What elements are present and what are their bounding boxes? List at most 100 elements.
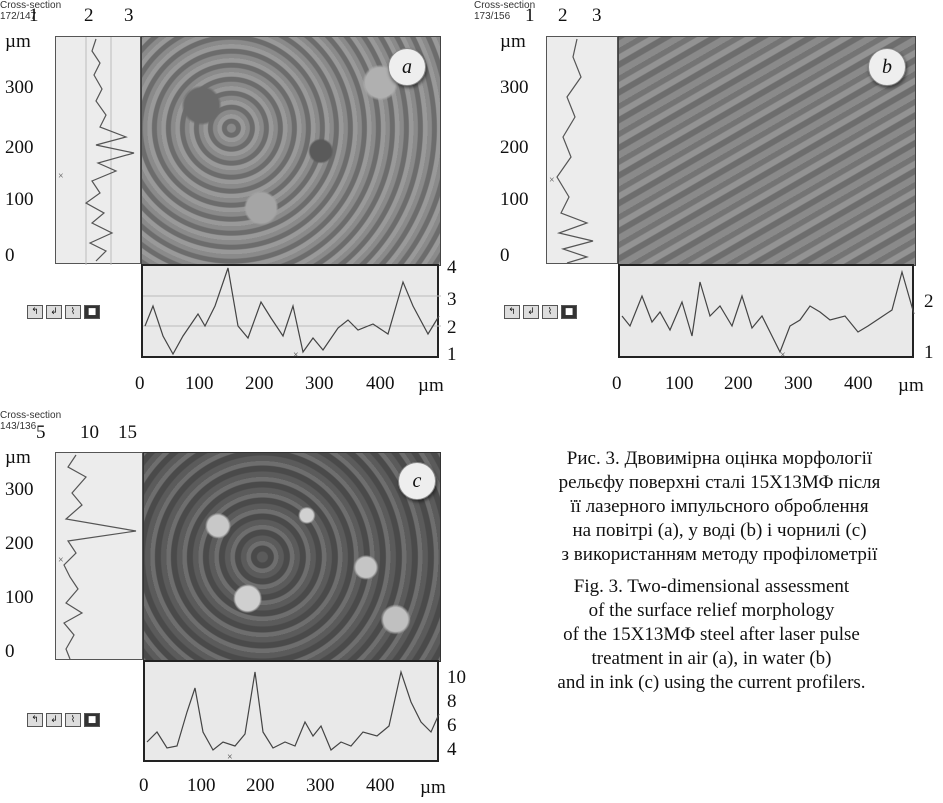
tool-button-1[interactable]: ↰ xyxy=(27,305,43,319)
y-tick-300: 300 xyxy=(5,479,34,500)
tool-button-2[interactable]: ↲ xyxy=(46,713,62,727)
caption-en-line-5: and in ink (c) using the current profile… xyxy=(557,672,866,693)
cross-section-label: Cross-section xyxy=(0,410,62,421)
top-scale-1: 1 xyxy=(29,5,39,26)
right-tick-2: 2 xyxy=(924,291,934,312)
x-tick-100: 100 xyxy=(665,373,694,394)
cross-section-value: 172/147 xyxy=(0,11,37,22)
top-scale-15: 15 xyxy=(118,422,137,443)
profile-toolbar: ↰ ↲ ⌇ ■ xyxy=(504,305,577,319)
top-scale-5: 5 xyxy=(36,422,46,443)
caption-en-line-4: treatment in air (a), in water (b) xyxy=(591,648,832,669)
cross-section-value: 143/136 xyxy=(0,421,37,432)
right-tick-4: 4 xyxy=(447,257,457,278)
x-tick-300: 300 xyxy=(784,373,813,394)
x-tick-400: 400 xyxy=(366,775,395,796)
tool-button-3[interactable]: ⌇ xyxy=(542,305,558,319)
top-scale-3: 3 xyxy=(124,5,134,26)
right-tick-4: 4 xyxy=(447,739,457,760)
tool-button-2[interactable]: ↲ xyxy=(523,305,539,319)
right-tick-1: 1 xyxy=(447,344,457,365)
tool-button-1[interactable]: ↰ xyxy=(504,305,520,319)
caption-english: Fig. 3. Two-dimensional assessment of th… xyxy=(480,575,943,695)
cross-section-label: Cross-section xyxy=(0,0,62,11)
x-tick-100: 100 xyxy=(185,373,214,394)
vertical-profile-plot: × xyxy=(549,38,594,264)
right-tick-6: 6 xyxy=(447,715,457,736)
svg-text:×: × xyxy=(227,752,233,763)
tool-button-3[interactable]: ⌇ xyxy=(65,305,81,319)
afm-image-b xyxy=(618,36,916,266)
cross-section-value: 173/156 xyxy=(474,11,511,22)
y-tick-0: 0 xyxy=(500,245,510,266)
panel-b: 1 2 3 µm 300 200 100 0 × b Cross-section… xyxy=(474,0,943,400)
right-tick-1: 1 xyxy=(924,342,934,363)
svg-text:×: × xyxy=(293,350,299,361)
caption-uk-line-1: Рис. 3. Двовимірна оцінка морфології xyxy=(566,448,873,469)
afm-image-c xyxy=(143,452,441,662)
vertical-profile-plot: × xyxy=(58,37,135,265)
y-unit: µm xyxy=(5,31,31,52)
caption-en-line-2: of the surface relief morphology xyxy=(588,600,835,621)
top-scale-2: 2 xyxy=(558,5,568,26)
panel-c: 5 10 15 µm 300 200 100 0 × c Cross-secti… xyxy=(0,410,470,803)
x-tick-400: 400 xyxy=(366,373,395,394)
top-scale-2: 2 xyxy=(84,5,94,26)
x-tick-0: 0 xyxy=(612,373,622,394)
tool-button-4[interactable]: ■ xyxy=(84,713,100,727)
panel-a: 1 2 3 µm 300 200 100 0 × a Cross-section… xyxy=(0,0,470,400)
y-tick-200: 200 xyxy=(500,137,529,158)
x-tick-0: 0 xyxy=(135,373,145,394)
x-unit: µm xyxy=(418,375,444,396)
vertical-profile-plot: × xyxy=(58,454,137,660)
y-unit: µm xyxy=(5,447,31,468)
x-tick-100: 100 xyxy=(187,775,216,796)
tool-button-3[interactable]: ⌇ xyxy=(65,713,81,727)
svg-text:×: × xyxy=(549,175,555,186)
y-tick-100: 100 xyxy=(5,189,34,210)
x-tick-300: 300 xyxy=(305,373,334,394)
top-scale-1: 1 xyxy=(525,5,535,26)
x-tick-300: 300 xyxy=(306,775,335,796)
svg-text:×: × xyxy=(58,171,64,182)
horizontal-profile: × xyxy=(143,660,440,763)
svg-text:×: × xyxy=(780,350,786,361)
y-tick-0: 0 xyxy=(5,245,15,266)
y-tick-300: 300 xyxy=(500,77,529,98)
vertical-profile: × xyxy=(55,452,143,660)
y-unit: µm xyxy=(500,31,526,52)
right-tick-10: 10 xyxy=(447,667,466,688)
horizontal-profile-plot: × xyxy=(143,267,441,361)
right-tick-2: 2 xyxy=(447,317,457,338)
vertical-profile: × xyxy=(55,36,141,265)
badge-c: c xyxy=(398,462,436,500)
y-tick-200: 200 xyxy=(5,533,34,554)
profile-toolbar: ↰ ↲ ⌇ ■ xyxy=(27,305,100,319)
y-tick-0: 0 xyxy=(5,641,15,662)
x-tick-0: 0 xyxy=(139,775,149,796)
tool-button-1[interactable]: ↰ xyxy=(27,713,43,727)
x-tick-400: 400 xyxy=(844,373,873,394)
y-tick-100: 100 xyxy=(5,587,34,608)
x-unit: µm xyxy=(898,375,924,396)
caption-en-line-1: Fig. 3. Two-dimensional assessment xyxy=(573,576,850,597)
caption-ukrainian: Рис. 3. Двовимірна оцінка морфології рел… xyxy=(496,447,943,567)
x-unit: µm xyxy=(420,777,446,798)
y-tick-300: 300 xyxy=(5,77,34,98)
tool-button-4[interactable]: ■ xyxy=(561,305,577,319)
top-scale-3: 3 xyxy=(592,5,602,26)
horizontal-profile: × xyxy=(141,264,441,361)
tool-button-2[interactable]: ↲ xyxy=(46,305,62,319)
cross-section-label: Cross-section xyxy=(474,0,536,11)
horizontal-profile-plot: × xyxy=(621,269,915,361)
tool-button-4[interactable]: ■ xyxy=(84,305,100,319)
x-tick-200: 200 xyxy=(245,373,274,394)
right-tick-8: 8 xyxy=(447,691,457,712)
profile-toolbar: ↰ ↲ ⌇ ■ xyxy=(27,713,100,727)
badge-a: a xyxy=(388,48,426,86)
caption-uk-line-3: її лазерного імпульсного оброблення xyxy=(570,496,869,517)
right-tick-3: 3 xyxy=(447,289,457,310)
caption-en-line-3: of the 15X13MФ steel after laser pulse xyxy=(563,624,860,645)
y-tick-200: 200 xyxy=(5,137,34,158)
caption-uk-line-4: на повітрі (a), у воді (b) і чорнилі (c) xyxy=(572,520,867,541)
